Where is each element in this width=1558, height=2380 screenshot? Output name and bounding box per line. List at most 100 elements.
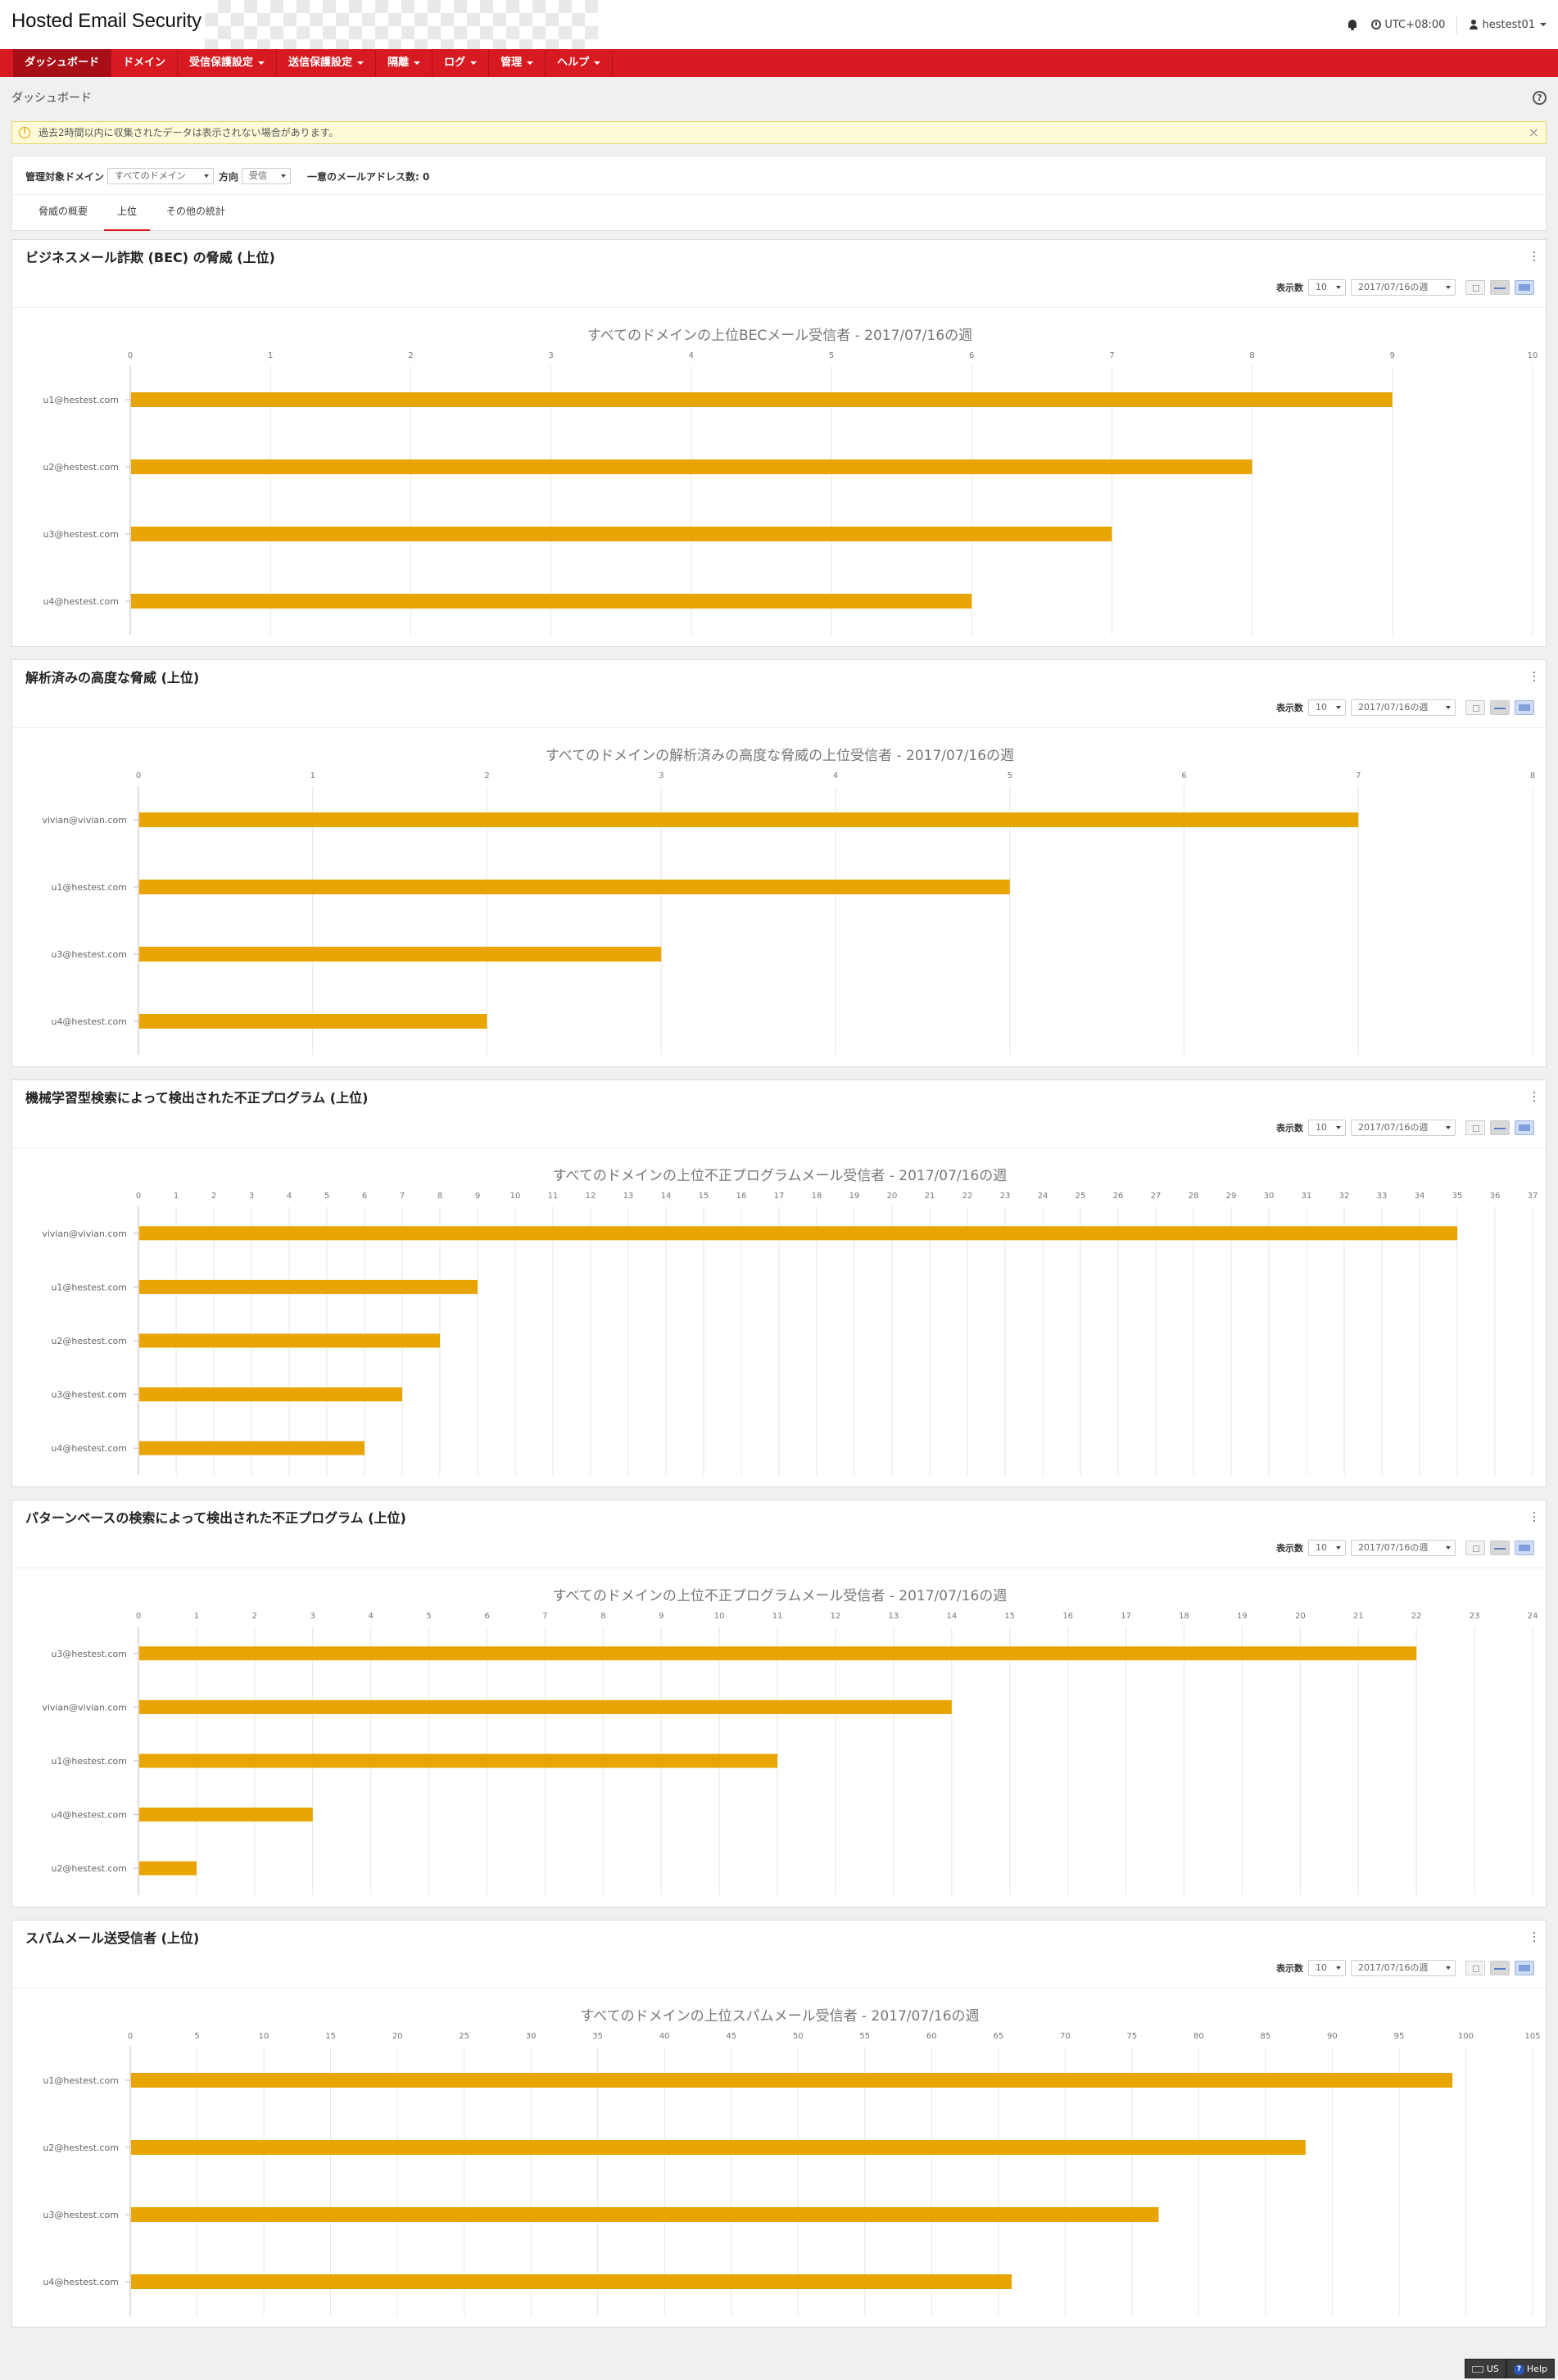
user-menu[interactable]: hestest01 bbox=[1482, 18, 1535, 31]
chevron-down-icon bbox=[414, 61, 421, 65]
bar[interactable] bbox=[131, 2207, 1159, 2222]
bell-icon[interactable] bbox=[1347, 19, 1358, 30]
nav-domain[interactable]: ドメイン bbox=[111, 49, 179, 77]
nav-dashboard[interactable]: ダッシュボード bbox=[13, 49, 112, 77]
tab-other-stats[interactable]: その他の統計 bbox=[153, 195, 238, 231]
bar[interactable] bbox=[139, 1387, 402, 1402]
bar[interactable] bbox=[139, 1441, 365, 1455]
line-view-icon[interactable] bbox=[1490, 700, 1510, 715]
nav-logs[interactable]: ログ bbox=[433, 49, 490, 77]
x-tick-label: 9 bbox=[475, 1192, 480, 1201]
tab-top[interactable]: 上位 bbox=[104, 195, 151, 231]
more-options-icon[interactable] bbox=[1533, 1932, 1536, 1943]
bar[interactable] bbox=[139, 1753, 778, 1768]
bar[interactable] bbox=[139, 947, 662, 962]
chart-panel: ビジネスメール詐欺 (BEC) の脅威 (上位) 表示数 10 2017/07/… bbox=[11, 239, 1547, 647]
unique-address-count: 一意のメールアドレス数: 0 bbox=[307, 170, 430, 183]
bar[interactable] bbox=[131, 2140, 1306, 2155]
y-category-label: u4@hestest.com bbox=[51, 1443, 127, 1454]
line-view-icon[interactable] bbox=[1490, 1961, 1510, 1975]
count-select[interactable]: 10 bbox=[1308, 699, 1346, 716]
bar[interactable] bbox=[139, 1279, 478, 1294]
export-icon[interactable] bbox=[1465, 700, 1485, 715]
week-select[interactable]: 2017/07/16の週 bbox=[1351, 279, 1456, 296]
bar-view-icon[interactable] bbox=[1515, 1120, 1534, 1135]
timezone-label[interactable]: UTC+08:00 bbox=[1384, 18, 1446, 31]
line-view-icon[interactable] bbox=[1490, 1120, 1510, 1135]
direction-select[interactable]: 受信 bbox=[242, 168, 292, 184]
count-select[interactable]: 10 bbox=[1308, 1120, 1346, 1136]
x-tick-label: 7 bbox=[1109, 351, 1114, 360]
y-category-label: u1@hestest.com bbox=[43, 2075, 119, 2086]
bar[interactable] bbox=[139, 1226, 1457, 1241]
bar[interactable] bbox=[139, 1646, 1417, 1661]
count-select[interactable]: 10 bbox=[1308, 1960, 1346, 1976]
header-pattern bbox=[205, 0, 598, 49]
bar[interactable] bbox=[139, 1861, 197, 1875]
bar-view-icon[interactable] bbox=[1515, 280, 1534, 295]
x-tick-label: 15 bbox=[1004, 1612, 1015, 1621]
chart-panel: 機械学習型検索によって検出された不正プログラム (上位) 表示数 10 2017… bbox=[11, 1079, 1547, 1487]
x-tick-label: 80 bbox=[1193, 2032, 1204, 2041]
bar-view-icon[interactable] bbox=[1515, 1541, 1534, 1555]
count-label: 表示数 bbox=[1276, 1963, 1303, 1974]
x-tick-label: 85 bbox=[1261, 2032, 1271, 2041]
x-tick-label: 4 bbox=[689, 351, 694, 360]
bar[interactable] bbox=[139, 1808, 313, 1822]
nav-outbound-protection[interactable]: 送信保護設定 bbox=[277, 49, 377, 77]
domain-select[interactable]: すべてのドメイン bbox=[107, 168, 215, 184]
nav-help[interactable]: ヘルプ bbox=[546, 49, 614, 77]
bar[interactable] bbox=[139, 880, 1010, 894]
help-button[interactable]: ? Help bbox=[1506, 2359, 1555, 2378]
export-icon[interactable] bbox=[1465, 1961, 1485, 1975]
bar[interactable] bbox=[139, 1014, 487, 1029]
help-icon[interactable]: ? bbox=[1533, 91, 1547, 105]
week-select[interactable]: 2017/07/16の週 bbox=[1351, 1960, 1456, 1976]
bar[interactable] bbox=[131, 594, 972, 609]
x-tick-label: 17 bbox=[774, 1192, 785, 1201]
week-select[interactable]: 2017/07/16の週 bbox=[1351, 1540, 1456, 1556]
x-tick-label: 25 bbox=[459, 2032, 469, 2041]
chevron-down-icon bbox=[258, 61, 265, 65]
nav-administration[interactable]: 管理 bbox=[489, 49, 546, 77]
more-options-icon[interactable] bbox=[1533, 1512, 1536, 1523]
nav-inbound-protection[interactable]: 受信保護設定 bbox=[178, 49, 278, 77]
x-tick-label: 22 bbox=[962, 1192, 973, 1201]
bar[interactable] bbox=[131, 527, 1112, 541]
count-select[interactable]: 10 bbox=[1308, 1540, 1346, 1556]
more-options-icon[interactable] bbox=[1533, 672, 1536, 683]
y-category-label: u4@hestest.com bbox=[51, 1810, 127, 1821]
bar[interactable] bbox=[139, 812, 1359, 827]
x-tick-label: 2 bbox=[408, 351, 413, 360]
bar-view-icon[interactable] bbox=[1515, 700, 1534, 715]
more-options-icon[interactable] bbox=[1533, 251, 1536, 263]
bar[interactable] bbox=[139, 1699, 952, 1714]
week-select[interactable]: 2017/07/16の週 bbox=[1351, 699, 1456, 716]
x-tick-label: 3 bbox=[659, 771, 664, 781]
close-icon[interactable]: × bbox=[1528, 124, 1539, 140]
week-select[interactable]: 2017/07/16の週 bbox=[1351, 1120, 1456, 1136]
x-tick-label: 13 bbox=[623, 1192, 634, 1201]
count-select[interactable]: 10 bbox=[1308, 279, 1346, 296]
bar-view-icon[interactable] bbox=[1515, 1961, 1534, 1975]
export-icon[interactable] bbox=[1465, 280, 1485, 295]
nav-quarantine[interactable]: 隔離 bbox=[376, 49, 433, 77]
more-options-icon[interactable] bbox=[1533, 1092, 1536, 1103]
panel-divider bbox=[12, 1988, 1546, 1989]
language-indicator[interactable]: US bbox=[1464, 2359, 1506, 2378]
bar[interactable] bbox=[131, 459, 1252, 474]
bar[interactable] bbox=[131, 2274, 1012, 2289]
bar[interactable] bbox=[131, 2073, 1453, 2088]
x-tick-label: 95 bbox=[1394, 2032, 1405, 2041]
panel-controls: 表示数 10 2017/07/16の週 bbox=[1276, 279, 1534, 296]
y-category-label: vivian@vivian.com bbox=[42, 815, 127, 826]
line-view-icon[interactable] bbox=[1490, 1541, 1510, 1555]
count-label: 表示数 bbox=[1276, 1543, 1303, 1554]
tab-threat-summary[interactable]: 脅威の概要 bbox=[25, 195, 101, 231]
bar[interactable] bbox=[131, 392, 1393, 407]
export-icon[interactable] bbox=[1465, 1541, 1485, 1555]
chevron-down-icon[interactable] bbox=[1540, 23, 1547, 26]
bar[interactable] bbox=[139, 1333, 440, 1348]
export-icon[interactable] bbox=[1465, 1120, 1485, 1135]
line-view-icon[interactable] bbox=[1490, 280, 1510, 295]
